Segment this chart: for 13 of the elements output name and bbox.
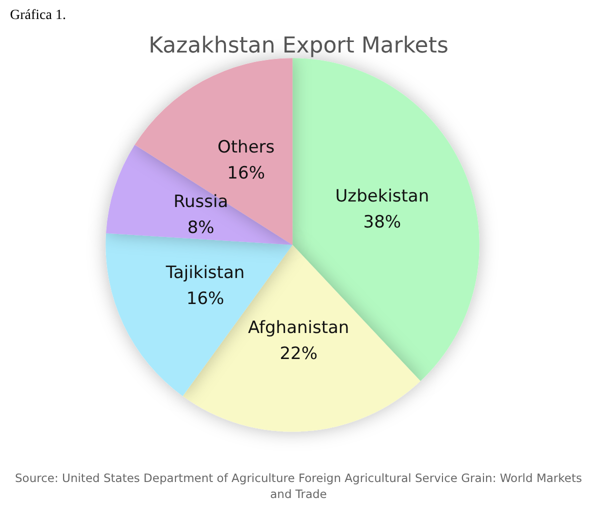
data-label: 38% xyxy=(363,212,402,232)
source-note: Source: United States Department of Agriculture Foreign Agricultural Service Grain: World Markets and Trade xyxy=(14,470,583,502)
chart-title: Kazakhstan Export Markets xyxy=(148,34,448,58)
slice-label: Others xyxy=(218,137,275,158)
data-label: 16% xyxy=(227,163,265,184)
slice-label: Afghanistan xyxy=(248,318,350,338)
data-label: 22% xyxy=(280,344,318,364)
data-label: 8% xyxy=(187,218,214,238)
slice-label: Russia xyxy=(173,192,228,212)
data-label: 16% xyxy=(186,288,224,309)
slice-label: Tajikistan xyxy=(164,262,245,283)
text: Gráfica 1. xyxy=(10,8,66,24)
slice-label: Uzbekistan xyxy=(335,186,430,206)
